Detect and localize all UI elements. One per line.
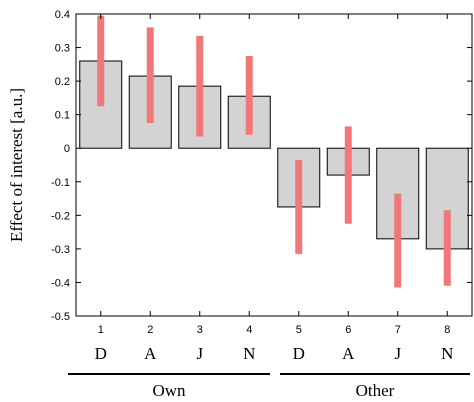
group-label-own: Own <box>152 381 186 400</box>
y-tick-label: 0.3 <box>55 43 70 55</box>
y-tick-label: 0.1 <box>55 110 70 122</box>
x-tick-label: 4 <box>246 324 252 336</box>
y-tick-label: -0.2 <box>51 210 70 222</box>
condition-letter: N <box>441 344 453 363</box>
condition-letter: D <box>95 344 107 363</box>
axes <box>75 13 473 317</box>
y-tick-label: -0.5 <box>51 311 70 323</box>
y-tick-label: 0.4 <box>55 9 70 21</box>
y-tick-label: 0.2 <box>55 76 70 88</box>
y-tick-label: 0 <box>64 143 70 155</box>
condition-letter: D <box>293 344 305 363</box>
condition-letter: J <box>196 344 203 363</box>
ticks: 0.4 0.3 0.2 0.1 0 -0.1 -0.2 -0.3 -0.4 -0.5 1 2 3 4 5 6 7… <box>51 9 472 336</box>
group-label-other: Other <box>356 381 395 400</box>
y-tick-label: -0.4 <box>51 277 70 289</box>
labels: Effect of interest [a.u.] D A J N D A J N Own Othe… <box>7 88 470 400</box>
x-tick-label: 1 <box>98 324 104 336</box>
x-tick-label: 7 <box>395 324 401 336</box>
condition-letter: N <box>243 344 255 363</box>
y-axis-label: Effect of interest [a.u.] <box>7 88 26 242</box>
x-tick-label: 3 <box>197 324 203 336</box>
x-tick-label: 6 <box>345 324 351 336</box>
condition-letter: J <box>394 344 401 363</box>
x-tick-label: 2 <box>147 324 153 336</box>
condition-letter: A <box>144 344 157 363</box>
bars <box>79 60 469 250</box>
plot-frame <box>75 13 473 317</box>
condition-letter: A <box>342 344 355 363</box>
y-tick-label: -0.3 <box>51 244 70 256</box>
y-tick-label: -0.1 <box>51 177 70 189</box>
error-bars <box>97 15 451 288</box>
x-tick-label: 8 <box>444 324 450 336</box>
x-tick-label: 5 <box>296 324 302 336</box>
